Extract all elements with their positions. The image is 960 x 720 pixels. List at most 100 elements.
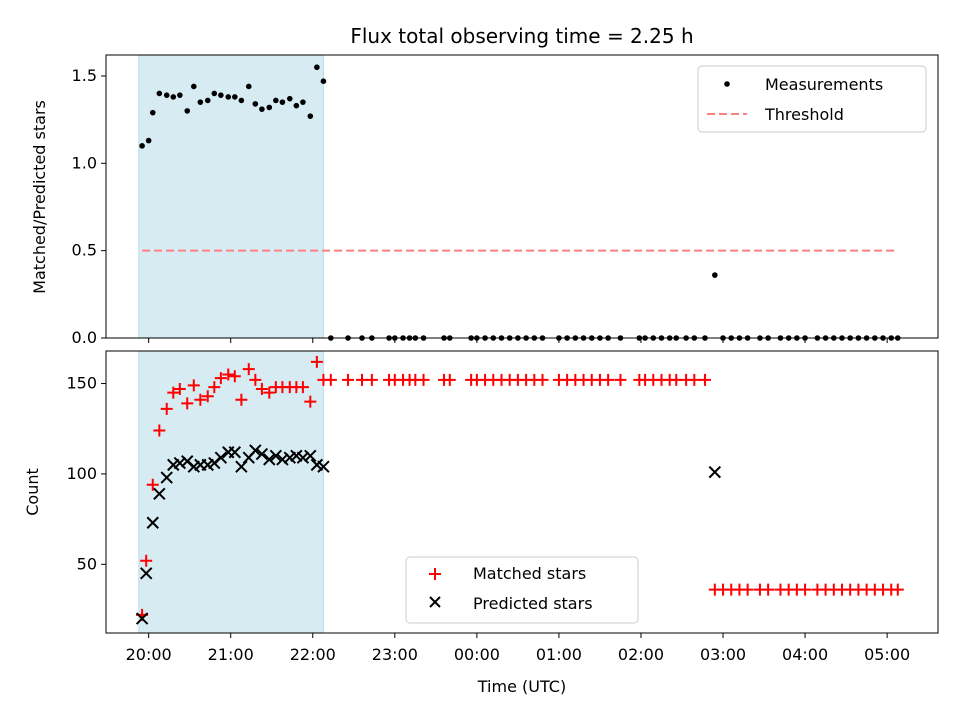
predicted-star-point [146,516,159,529]
x-axis-label: Time (UTC) [477,677,566,696]
matched-star-point [242,363,255,376]
matched-star-point [342,373,355,386]
top-y-ticks: 0.0 0.5 1.0 1.5 [72,66,106,347]
predicted-star-point [249,444,262,457]
matched-star-point [762,583,775,596]
bottom-legend: Matched stars Predicted stars [405,556,639,624]
legend-measurements-marker [724,81,730,87]
matched-star-point [324,373,337,386]
legend-threshold-label: Threshold [764,105,844,124]
matched-star-point [214,372,227,385]
chart-title: Flux total observing time = 2.25 h [350,24,693,48]
measurement-point [139,143,145,149]
predicted-star-point [304,449,317,463]
matched-star-point [799,583,812,596]
bottom-axes-frame [105,350,939,634]
matched-star-point [249,373,262,386]
bottom-panel-marks [135,355,904,625]
top-y-tick-label: 1.0 [72,153,97,172]
x-tick-label: 21:00 [208,645,254,664]
bottom-y-tick-label: 150 [66,374,97,393]
bottom-x-ticks: 20:00 21:00 22:00 23:00 00:00 01:00 02:00 03:00… [126,633,910,664]
matched-star-point [891,583,904,596]
measurement-point [320,78,327,85]
matched-star-point [296,381,309,394]
predicted-star-point [317,460,330,473]
top-legend: Measurements Threshold [697,65,927,133]
x-tick-label: 23:00 [372,645,418,664]
bottom-y-tick-label: 100 [66,464,97,483]
predicted-star-point [276,453,289,466]
matched-star-point [222,368,235,381]
top-panel: 0.0 0.5 1.0 1.5 Matched/Predicted stars Mea… [30,54,939,347]
predicted-star-point [263,453,276,466]
top-legend-box [697,65,927,133]
matched-star-point [304,395,317,408]
measurement-point [218,92,224,98]
bottom-y-axis-label: Count [23,468,42,516]
bottom-legend-box [405,556,639,624]
measurement-point [190,83,197,90]
measurement-point [145,137,152,144]
matched-star-point [255,382,268,395]
bottom-y-ticks: 50 100 150 [66,374,106,573]
measurement-point [314,64,320,71]
x-tick-label: 05:00 [864,645,910,664]
legend-predicted-label: Predicted stars [473,594,593,613]
measurement-point [184,108,191,114]
measurement-point [156,90,163,97]
top-y-tick-label: 0.0 [72,328,97,347]
matched-star-point [235,393,248,406]
x-tick-label: 00:00 [454,645,500,664]
matched-star-point [741,583,754,596]
predicted-star-point [235,460,248,473]
measurement-point [266,104,273,111]
matched-star-point [160,402,173,415]
matched-star-point [208,381,221,394]
matched-star-point [167,386,180,399]
measurement-point [279,99,286,105]
matched-star-point [443,373,456,386]
top-y-axis-label: Matched/Predicted stars [30,100,49,294]
bottom-shade-rect [138,350,324,634]
predicted-star-point [139,567,153,580]
top-shaded-interval [138,54,324,339]
measurement-point [149,109,156,116]
matched-star-point [310,355,323,368]
top-shade-rect [138,54,324,339]
measurement-point [259,106,265,112]
matched-star-point [365,373,378,386]
predicted-star-point [269,449,283,463]
x-tick-label: 22:00 [290,645,336,664]
matched-star-point [187,379,200,392]
bottom-panel: 50 100 150 20:00 21:00 22:00 23:00 00:00 01:00 0… [23,350,939,696]
measurement-point [225,94,232,100]
measurement-point [712,272,718,278]
measurement-point [273,97,279,104]
matched-star-point [140,554,153,567]
predicted-star-point [173,456,187,470]
predicted-star-point [214,451,228,464]
predicted-star-point [228,446,242,459]
measurement-point [232,94,238,100]
predicted-star-point [255,447,269,461]
measurement-point [204,97,211,104]
x-tick-label: 03:00 [700,645,746,664]
top-x-ticks [148,338,888,343]
x-tick-label: 01:00 [536,645,582,664]
top-y-tick-label: 1.5 [72,66,97,85]
predicted-star-point [160,471,173,484]
legend-matched-label: Matched stars [473,564,586,583]
matched-star-point [688,373,701,386]
legend-predicted-marker [429,596,441,608]
matched-star-point [181,397,194,410]
matched-star-point [614,373,627,386]
matched-star-point [228,370,241,383]
matched-star-point [263,386,276,399]
legend-matched-marker [429,568,441,580]
predicted-star-point [135,612,149,625]
matched-star-point [146,478,159,491]
measurement-point [163,92,170,98]
top-axes-frame [105,54,939,339]
